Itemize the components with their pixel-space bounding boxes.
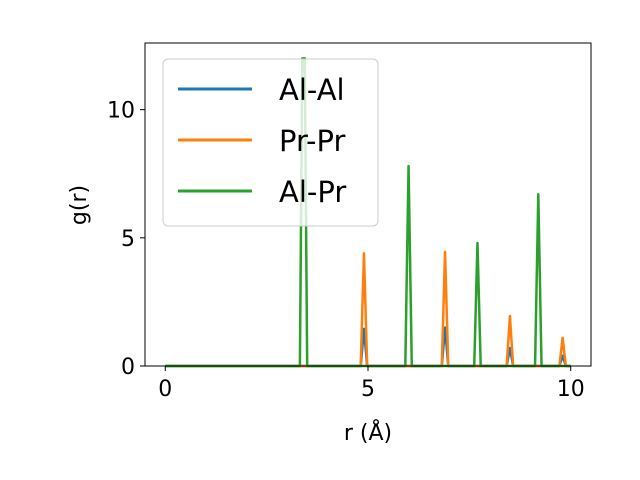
- legend-box: [162, 58, 379, 227]
- legend-label-al-pr: Al-Pr: [279, 175, 346, 209]
- y-tick-label: 5: [121, 227, 135, 252]
- x-tick-label: 5: [361, 377, 375, 402]
- y-axis-label: g(r): [67, 185, 92, 225]
- axes-layer: 0 5 10 0 5 10: [107, 99, 585, 402]
- x-tick-label: 10: [557, 377, 585, 402]
- legend-label-pr-pr: Pr-Pr: [279, 124, 345, 158]
- x-tick-label: 0: [158, 377, 172, 402]
- y-tick-label: 10: [107, 99, 135, 124]
- x-axis-label: r (Å): [344, 419, 392, 446]
- y-tick-label: 0: [121, 355, 135, 380]
- legend-label-al-al: Al-Al: [279, 73, 345, 107]
- legend: Al-Al Pr-Pr Al-Pr: [162, 58, 379, 227]
